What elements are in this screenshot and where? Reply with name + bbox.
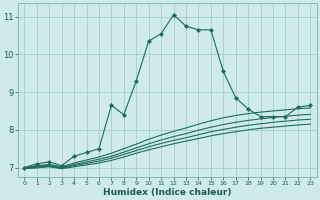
X-axis label: Humidex (Indice chaleur): Humidex (Indice chaleur) [103, 188, 232, 197]
